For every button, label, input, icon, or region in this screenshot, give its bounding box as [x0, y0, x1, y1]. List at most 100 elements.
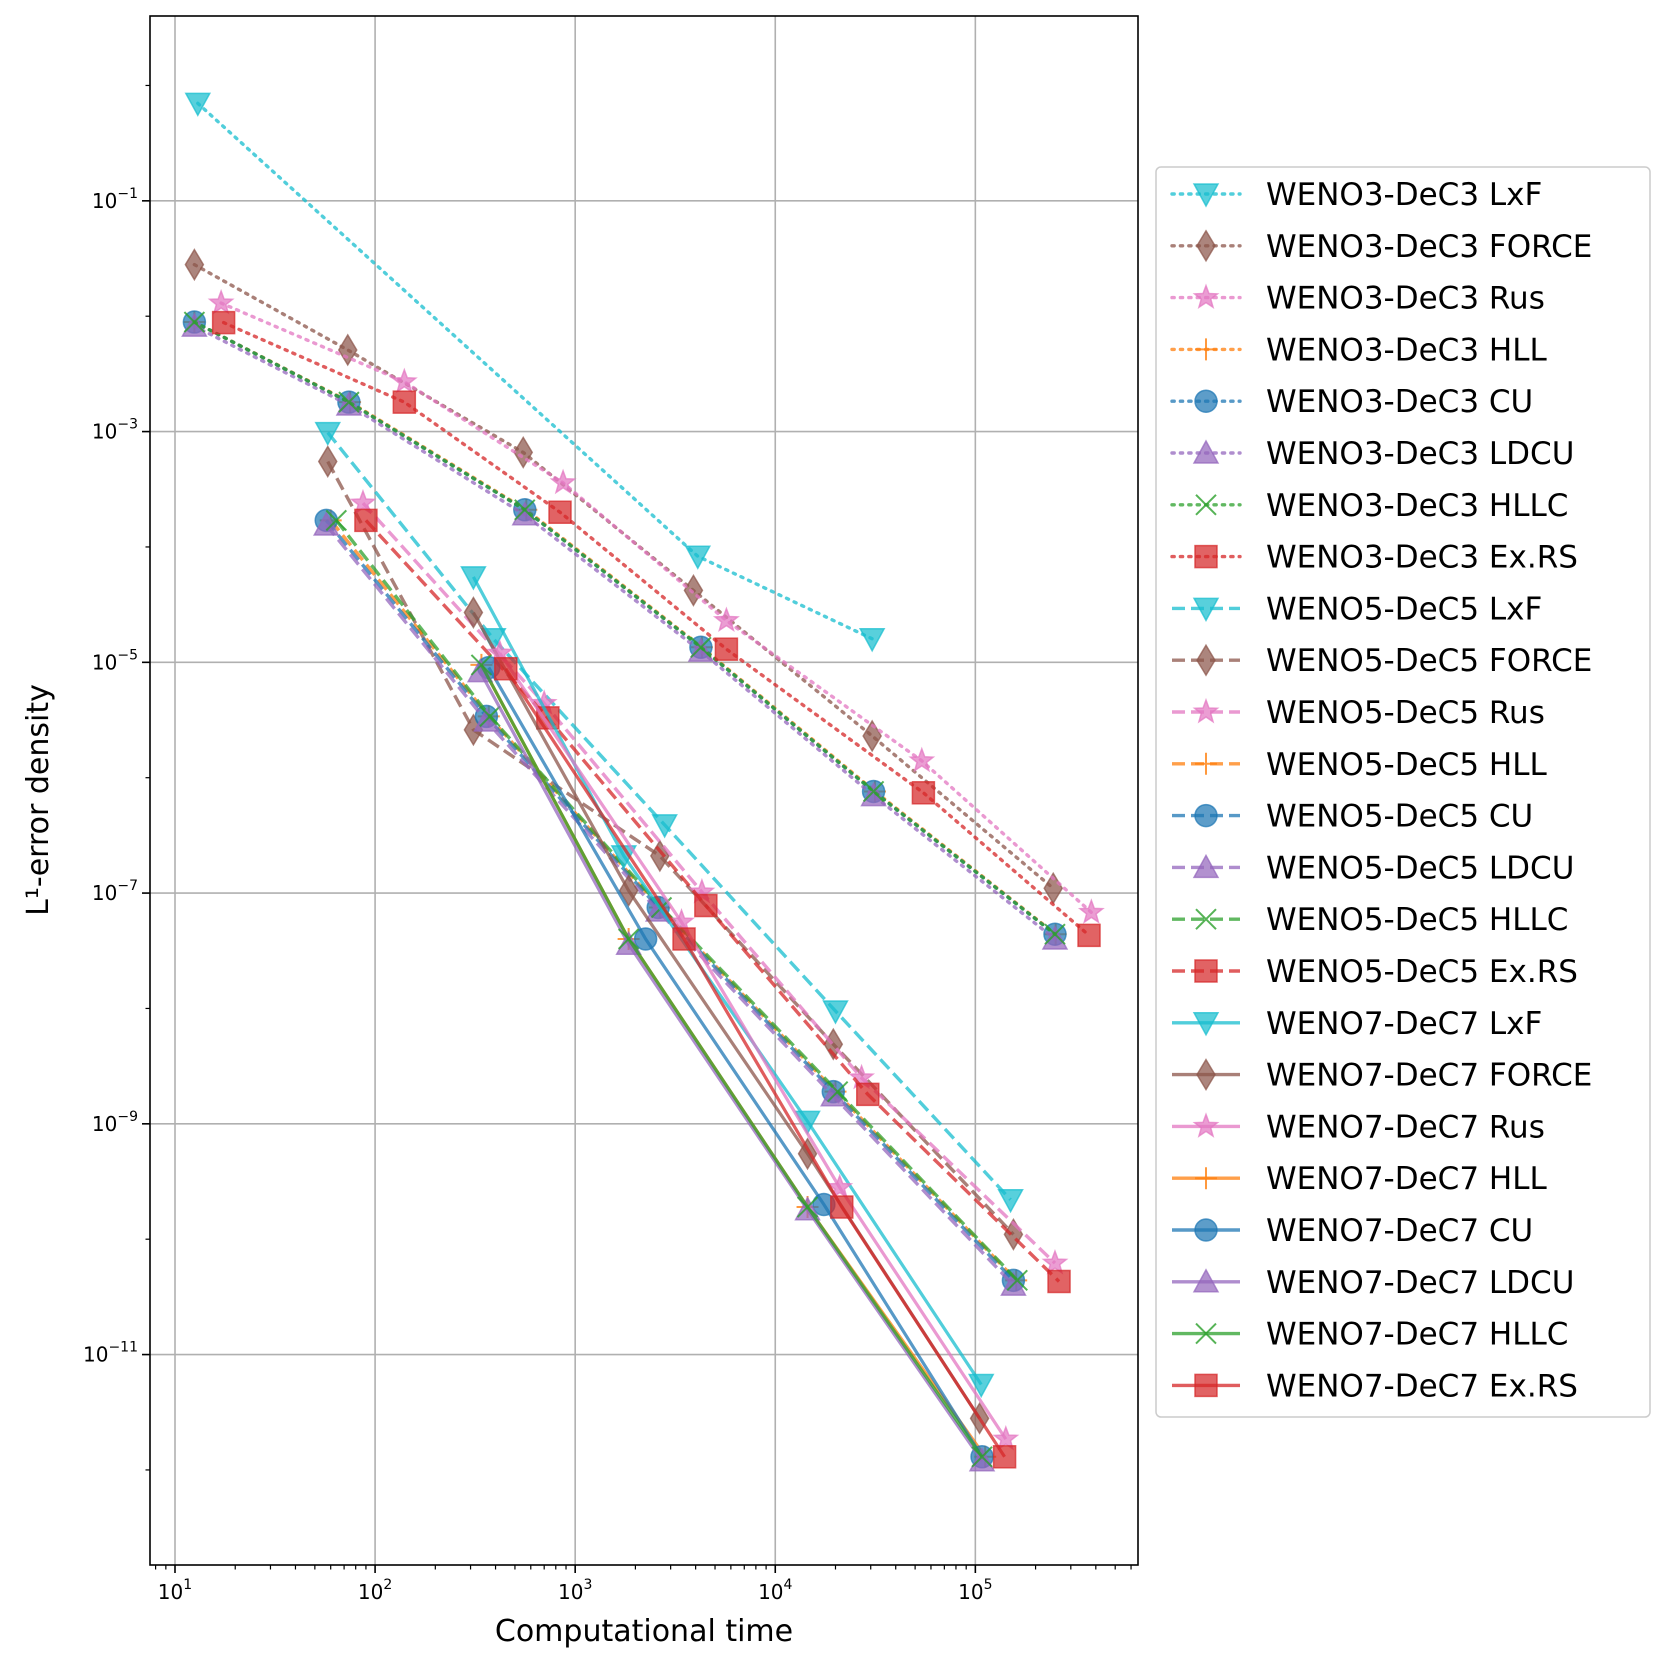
data-point-star	[668, 907, 695, 934]
legend-entry: WENO3-DeC3 FORCE	[1170, 229, 1592, 265]
data-point-triangle-up	[687, 637, 715, 662]
data-point-plus	[1195, 752, 1217, 775]
series-line	[480, 664, 984, 1458]
data-point-triangle-up	[1041, 925, 1069, 950]
legend-entry: WENO5-DeC5 LDCU	[1172, 850, 1574, 886]
data-point-square	[992, 1445, 1017, 1469]
data-point-square	[672, 927, 696, 951]
data-point-square	[548, 500, 572, 524]
data-point-square	[714, 637, 739, 661]
series-weno3-dec3-hllc	[183, 311, 1066, 945]
legend-label: WENO7-DeC7 Ex.RS	[1266, 1368, 1578, 1404]
legend-label: WENO3-DeC3 HLLC	[1266, 488, 1568, 524]
legend-entry: WENO5-DeC5 FORCE	[1172, 643, 1592, 679]
series-line	[196, 101, 874, 641]
x-tick-label: 104	[758, 1577, 792, 1604]
data-point-star	[390, 367, 418, 394]
legend-entry: WENO5-DeC5 Ex.RS	[1172, 954, 1578, 990]
legend-label: WENO5-DeC5 Rus	[1266, 695, 1545, 731]
data-point-x	[862, 780, 885, 803]
data-point-diamond	[649, 839, 670, 873]
series-weno5-dec5-hll	[319, 509, 1028, 1292]
data-point-square	[211, 310, 236, 335]
y-axis-title: L¹-error density	[21, 684, 56, 916]
data-point-triangle-up	[1192, 439, 1220, 464]
legend-label: WENO7-DeC7 HLL	[1266, 1161, 1547, 1197]
legend-entry: WENO7-DeC7 CU	[1172, 1213, 1533, 1249]
grid	[150, 16, 1138, 1565]
series-weno7-dec7-lxf	[460, 566, 995, 1399]
data-point-square	[1194, 1373, 1218, 1398]
data-point-square	[1194, 959, 1218, 983]
legend: WENO3-DeC3 LxF WENO3-DeC3 FORCE WENO3-DeC3…	[1155, 166, 1651, 1418]
series-weno7-dec7-hll	[470, 653, 997, 1468]
y-tick-label: 10−3	[92, 417, 138, 444]
data-point-square	[911, 781, 936, 805]
legend-label: WENO5-DeC5 HLLC	[1266, 902, 1568, 938]
legend-label: WENO3-DeC3 FORCE	[1266, 229, 1592, 265]
series-weno5-dec5-lxf	[314, 421, 1024, 1214]
data-point-circle	[633, 927, 658, 951]
legend-label: WENO5-DeC5 LxF	[1266, 591, 1542, 627]
series-weno7-dec7-cu	[477, 655, 994, 1469]
data-point-triangle-up	[1192, 853, 1220, 879]
data-point-star	[826, 1173, 854, 1200]
data-point-plus	[1195, 1167, 1217, 1190]
data-point-plus	[1195, 338, 1217, 361]
axes-frame	[149, 15, 1139, 1566]
data-point-diamond	[463, 596, 484, 630]
data-point-triangle-down	[184, 92, 212, 117]
data-point-star	[1192, 1112, 1220, 1138]
data-point-x	[971, 1446, 993, 1468]
series-line	[192, 320, 1058, 936]
ticks: 101 102 103 104 105 10−1 10−3 10−5 10−7 10−9 10−11	[83, 84, 1132, 1604]
data-point-diamond	[797, 1137, 818, 1171]
series-line	[478, 670, 984, 1462]
x-tick-label: 105	[958, 1577, 992, 1604]
series-line	[498, 652, 1008, 1441]
data-point-x	[470, 654, 493, 676]
data-point-square	[830, 1195, 854, 1219]
data-point-triangle-up	[968, 1447, 996, 1472]
legend-label: WENO3-DeC3 Rus	[1266, 281, 1545, 317]
data-point-square	[856, 1082, 880, 1107]
data-point-triangle-down	[1192, 1012, 1220, 1037]
legend-label: WENO5-DeC5 FORCE	[1266, 643, 1592, 679]
data-point-diamond	[1196, 1058, 1216, 1092]
y-tick-label: 10−7	[92, 878, 138, 905]
legend-label: WENO7-DeC7 LxF	[1266, 1006, 1542, 1042]
series-line	[219, 301, 1094, 915]
legend-label: WENO7-DeC7 FORCE	[1266, 1058, 1592, 1094]
series-line	[329, 519, 1018, 1282]
x-tick-label: 101	[158, 1577, 192, 1604]
data-point-x	[617, 928, 640, 950]
series-line	[221, 320, 1091, 938]
y-tick-label: 10−1	[92, 186, 138, 213]
legend-entry: WENO3-DeC3 HLLC	[1170, 488, 1568, 524]
axes	[149, 15, 1139, 1566]
data-point-star	[908, 746, 936, 773]
data-point-x	[826, 1080, 849, 1103]
data-point-triangle-down	[651, 814, 678, 839]
data-point-square	[1077, 923, 1101, 948]
series-weno5-dec5-rus	[349, 488, 1069, 1275]
legend-entry: WENO7-DeC7 Ex.RS	[1172, 1368, 1578, 1404]
x-axis-title: Computational time	[495, 1614, 793, 1649]
legend-entry: WENO5-DeC5 Rus	[1172, 695, 1545, 731]
data-point-circle	[1194, 389, 1218, 413]
data-point-triangle-down	[460, 566, 487, 591]
data-point-diamond	[1196, 643, 1216, 677]
data-point-diamond	[317, 445, 338, 478]
series-line	[192, 324, 1057, 941]
data-point-triangle-down	[822, 1000, 849, 1025]
series-weno7-dec7-ex-rs	[494, 656, 1017, 1469]
legend-label: WENO5-DeC5 HLL	[1266, 747, 1547, 783]
legend-entry: WENO3-DeC3 CU	[1170, 384, 1533, 420]
data-point-star	[1192, 697, 1220, 724]
y-tick-label: 10−9	[92, 1109, 138, 1136]
legend-frame	[1155, 166, 1651, 1418]
legend-entry: WENO7-DeC7 Rus	[1172, 1109, 1545, 1145]
legend-label: WENO5-DeC5 CU	[1266, 799, 1533, 835]
legend-entry: WENO3-DeC3 Ex.RS	[1170, 540, 1578, 576]
